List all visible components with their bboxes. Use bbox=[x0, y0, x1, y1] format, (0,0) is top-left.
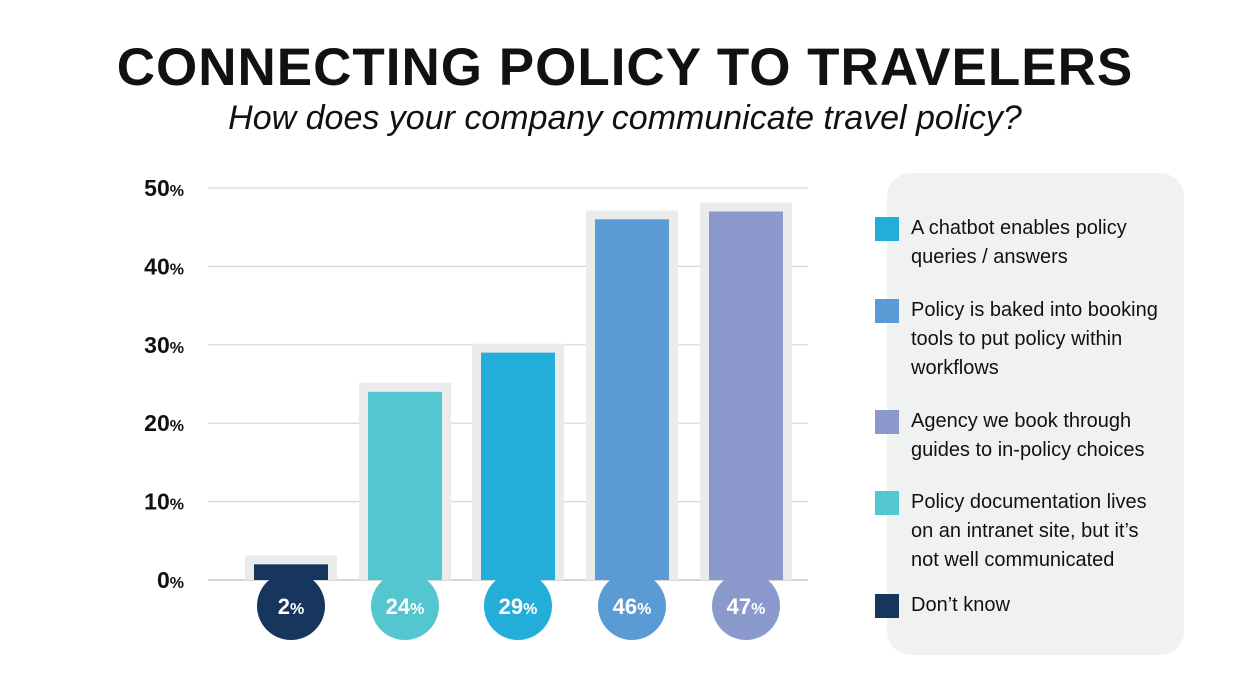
legend-item-dont-know: Don’t know bbox=[875, 591, 1161, 620]
y-tick-label: 10% bbox=[144, 489, 184, 515]
value-badge bbox=[371, 572, 439, 640]
y-tick-label: 0% bbox=[157, 567, 184, 593]
legend-item-chatbot: A chatbot enables policy queries / answe… bbox=[875, 214, 1161, 272]
legend-label: A chatbot enables policy queries / answe… bbox=[911, 217, 1127, 268]
legend: A chatbot enables policy queries / answe… bbox=[875, 173, 1184, 655]
legend-label: Agency we book through guides to in-poli… bbox=[911, 410, 1145, 461]
y-tick-label: 20% bbox=[144, 410, 184, 436]
data-label: 46% bbox=[613, 594, 652, 619]
legend-swatch bbox=[875, 410, 899, 434]
bar bbox=[481, 352, 555, 580]
legend-label: Policy documentation lives on an intrane… bbox=[911, 491, 1147, 571]
legend-swatch bbox=[875, 299, 899, 323]
y-tick-label: 30% bbox=[144, 332, 184, 358]
bar bbox=[368, 391, 442, 580]
legend-item-intranet: Policy documentation lives on an intrane… bbox=[875, 488, 1161, 575]
value-badge bbox=[712, 572, 780, 640]
bar bbox=[709, 211, 783, 580]
legend-swatch bbox=[875, 217, 899, 241]
data-label: 29% bbox=[499, 594, 538, 619]
legend-swatch bbox=[875, 491, 899, 515]
data-label: 24% bbox=[386, 594, 425, 619]
data-label: 47% bbox=[727, 594, 766, 619]
y-tick-label: 40% bbox=[144, 253, 184, 279]
legend-swatch bbox=[875, 594, 899, 618]
legend-label: Don’t know bbox=[911, 594, 1010, 616]
value-badge bbox=[598, 572, 666, 640]
bar bbox=[595, 219, 669, 581]
value-badge bbox=[257, 572, 325, 640]
value-badge bbox=[484, 572, 552, 640]
legend-label: Policy is baked into booking tools to pu… bbox=[911, 299, 1158, 379]
legend-item-booking-tools: Policy is baked into booking tools to pu… bbox=[875, 296, 1161, 383]
chart-title: CONNECTING POLICY TO TRAVELERS bbox=[116, 38, 1134, 97]
legend-item-agency: Agency we book through guides to in-poli… bbox=[875, 407, 1161, 465]
y-tick-label: 50% bbox=[144, 175, 184, 201]
chart-subtitle: How does your company communicate travel… bbox=[228, 99, 1022, 137]
data-label: 2% bbox=[278, 594, 304, 619]
